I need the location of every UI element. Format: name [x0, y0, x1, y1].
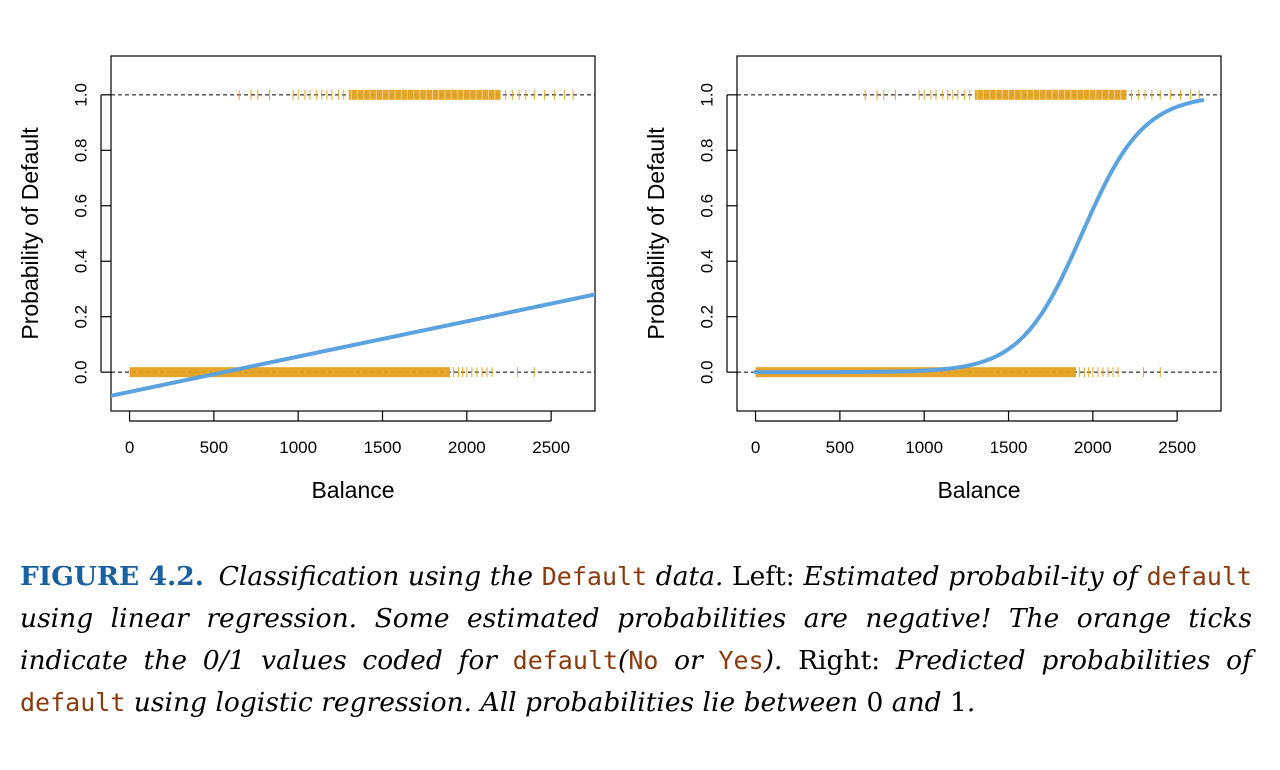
caption-text: data. — [655, 561, 724, 592]
caption-text: Right: — [798, 645, 881, 676]
y-tick-label: 1.0 — [72, 83, 91, 107]
caption-text: ). — [763, 645, 783, 676]
y-tick-label: 0.4 — [698, 249, 717, 273]
y-tick-label: 0.0 — [72, 360, 91, 384]
x-axis-label: Balance — [311, 477, 394, 503]
y-tick-label: 0.2 — [698, 305, 717, 329]
x-tick-label: 1500 — [990, 438, 1028, 457]
caption-text: Left: — [732, 561, 795, 592]
x-tick-label: 500 — [826, 438, 854, 457]
caption-text: using linear regression. Some estimated … — [20, 603, 1252, 676]
y-axis-label: Probability of Default — [17, 127, 43, 340]
rug-tick-yes-band — [348, 89, 501, 100]
x-tick-label: 2500 — [1158, 438, 1196, 457]
rug-tick-no-group — [452, 367, 535, 378]
fit-line — [111, 292, 595, 398]
caption-text: ( — [618, 645, 629, 676]
caption-code: No — [628, 646, 659, 675]
y-tick-label: 1.0 — [698, 83, 717, 107]
x-tick-label: 0 — [125, 438, 134, 457]
x-tick-label: 2000 — [448, 438, 486, 457]
caption-code: default — [20, 688, 126, 717]
caption-text: Estimated probabil-ity of — [803, 561, 1138, 592]
y-tick-label: 0.2 — [72, 305, 91, 329]
y-tick-label: 0.6 — [698, 194, 717, 218]
rug-tick-no-band — [129, 367, 450, 378]
rug-tick-yes-band — [974, 89, 1127, 100]
caption-text: 1 — [950, 687, 967, 718]
rug-tick-no-group — [1078, 367, 1161, 378]
caption-text: Predicted probabilities of — [895, 645, 1252, 676]
caption-text: using logistic regression. All probabili… — [133, 687, 859, 718]
x-tick-label: 2500 — [532, 438, 570, 457]
rug-texture-group — [350, 89, 496, 100]
chart-right: 0 500 1000 1500 2000 2500 0.0 0.2 0.4 0.6 0.8 1.0 Ba… — [643, 55, 1222, 503]
x-axis-label: Balance — [937, 477, 1020, 503]
y-tick-label: 0.8 — [698, 138, 717, 162]
caption-code: Default — [541, 562, 648, 591]
x-tick-label: 0 — [751, 438, 760, 457]
caption-text: Classification using the — [218, 561, 534, 592]
y-tick-label: 0.6 — [72, 194, 91, 218]
rug-texture-group — [976, 89, 1122, 100]
x-tick-label: 1500 — [364, 438, 402, 457]
caption-code: default — [512, 646, 618, 675]
x-tick-label: 500 — [200, 438, 228, 457]
y-tick-label: 0.0 — [698, 360, 717, 384]
caption-text: or — [674, 645, 703, 676]
rug-tick-yes-group — [238, 89, 574, 100]
fit-line — [753, 98, 1205, 375]
figure-caption: FIGURE 4.2. Classification using the Def… — [20, 556, 1252, 724]
y-axis-label: Probability of Default — [643, 127, 669, 340]
y-tick-label: 0.8 — [72, 138, 91, 162]
caption-text: 0 — [866, 687, 884, 718]
x-tick-label: 2000 — [1074, 438, 1112, 457]
caption-figure-label: FIGURE 4.2. — [20, 561, 204, 592]
caption-code: default — [1146, 562, 1252, 591]
x-tick-label: 1000 — [905, 438, 943, 457]
plot-frame — [110, 55, 596, 412]
caption-text: . — [966, 687, 976, 718]
chart-left: 0 500 1000 1500 2000 2500 0.0 0.2 0.4 0.6 0.8 1.0 Ba… — [17, 55, 596, 503]
plot-frame — [736, 55, 1222, 412]
x-tick-label: 1000 — [279, 438, 317, 457]
caption-text: and — [891, 687, 942, 718]
caption-code: Yes — [718, 646, 764, 675]
y-tick-label: 0.4 — [72, 249, 91, 273]
rug-tick-yes-group — [864, 89, 1200, 100]
